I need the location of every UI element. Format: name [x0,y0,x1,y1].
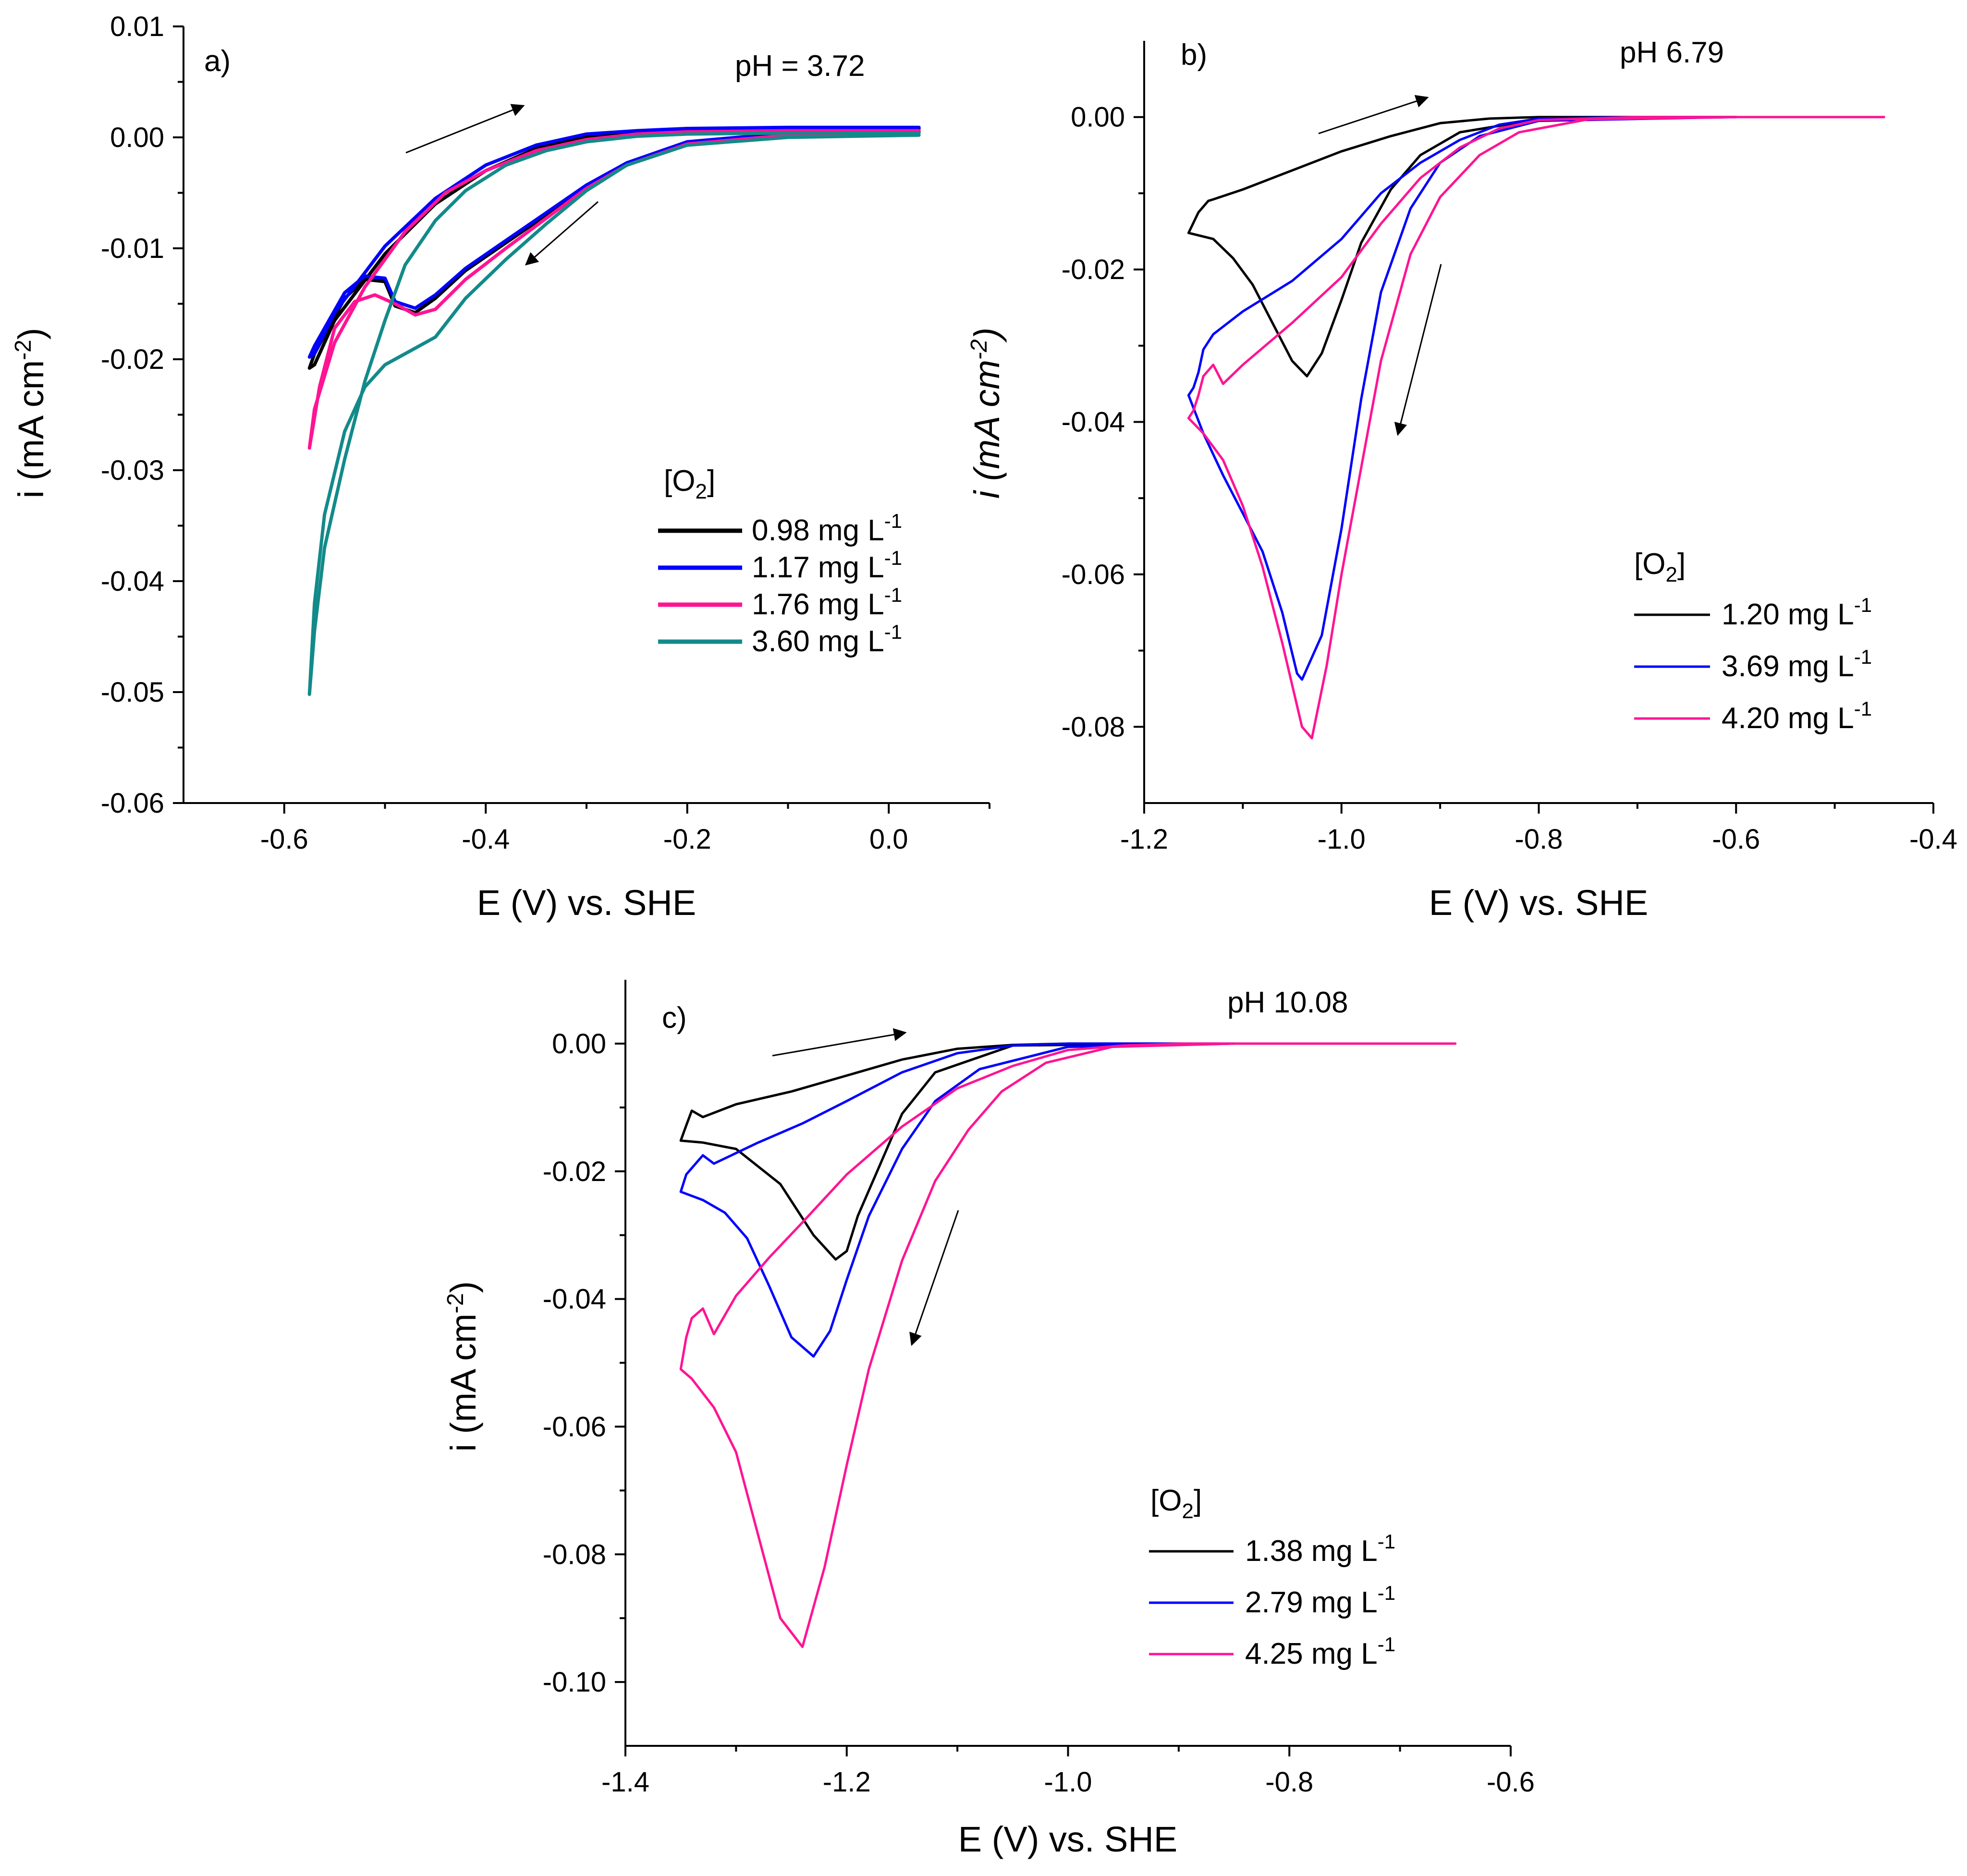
x-tick-label: -0.4 [462,824,510,855]
y-tick-label: -0.03 [101,455,164,486]
legend-label: 2.79 mg L-1 [1245,1582,1395,1619]
series-line-1 [1187,116,1737,378]
x-tick-label: -1.2 [1120,824,1168,855]
series-line-2 [307,125,921,359]
reverse-scan-arrow [909,1210,959,1346]
legend-title: [O2] [664,464,715,503]
x-tick-label: -0.4 [1909,824,1957,855]
x-tick-label: -1.2 [823,1766,871,1798]
legend-label: 0.98 mg L-1 [752,510,902,547]
y-tick-label: -0.06 [101,788,164,819]
series-line-1 [679,1042,1180,1261]
series-line-3 [307,129,921,450]
legend-label: 4.25 mg L-1 [1245,1633,1395,1670]
y-tick-label: 0.00 [110,122,164,153]
y-tick-label: -0.06 [1062,559,1125,590]
x-tick-label: -1.0 [1318,824,1366,855]
y-tick-label: -0.02 [543,1156,606,1187]
x-tick-label: -0.6 [260,824,308,855]
y-tick-label: -0.04 [101,566,164,597]
reverse-scan-arrow [1394,264,1442,436]
panel-c: -1.4 -1.2 -1.0 -0.8 -0.6 -0.10 -0.08 -0.06 -0.04… [443,980,1535,1859]
series-line-1 [307,127,921,370]
x-tick-label: -0.6 [1712,824,1760,855]
panel-label: c) [662,1001,687,1035]
x-tick-label: -0.6 [1487,1766,1535,1798]
series-line-3 [679,1042,1457,1648]
y-tick-label: 0.00 [552,1028,606,1060]
series-line-2 [679,1042,1235,1358]
panel-a: -0.6 -0.4 -0.2 0.0 -0.06 -0.05 -0.04 -0.03 -0.02… [11,11,990,923]
legend-label: 1.76 mg L-1 [752,584,902,621]
legend: [O2] 0.98 mg L-11.17 mg L-11.76 mg L-13.6… [658,464,902,658]
legend: [O2] 1.38 mg L-1 2.79 mg L-1 4.25 mg L-1 [1149,1484,1395,1670]
y-axis-title: i (mA cm-2) [443,1281,483,1451]
y-tick-label: -0.05 [101,677,164,708]
y-tick-label: -0.06 [543,1411,606,1442]
forward-scan-arrow [1318,95,1429,134]
y-tick-label: -0.04 [1062,407,1125,438]
y-tick-label: -0.08 [1062,711,1125,743]
ph-annotation: pH = 3.72 [735,49,865,83]
y-tick-label: -0.01 [101,233,164,264]
y-tick-label: -0.02 [1062,254,1125,285]
legend-label: 1.20 mg L-1 [1722,594,1872,631]
forward-scan-arrow [405,104,525,154]
panel-label: a) [204,45,231,78]
series-line-3 [1187,116,1885,740]
x-tick-label: 0.0 [869,824,908,855]
legend-label: 1.17 mg L-1 [752,547,902,584]
legend: [O2] 1.20 mg L-1 3.69 mg L-1 4.20 mg L-1 [1634,548,1872,735]
y-tick-label: 0.01 [110,11,164,42]
panel-b: -1.2 -1.0 -0.8 -0.6 -0.4 -0.08 -0.06 -0.04 -0.02… [966,36,1957,923]
ph-annotation: pH 10.08 [1227,986,1348,1019]
legend-label: 1.38 mg L-1 [1245,1530,1395,1568]
x-tick-label: -1.4 [601,1766,649,1798]
x-tick-label: -0.2 [663,824,711,855]
x-axis-title: E (V) vs. SHE [1429,883,1648,923]
legend-label: 4.20 mg L-1 [1722,697,1872,735]
reverse-scan-arrow [525,201,599,266]
x-axis-title: E (V) vs. SHE [477,883,696,923]
forward-scan-arrow [772,1028,907,1057]
y-tick-label: 0.00 [1071,102,1125,133]
y-tick-label: -0.08 [543,1539,606,1570]
x-tick-label: -0.8 [1515,824,1563,855]
y-axis-title: i (mA cm-2) [11,328,51,498]
series-line-4 [307,131,921,696]
x-axis-title: E (V) vs. SHE [958,1819,1177,1859]
panel-label: b) [1181,38,1207,72]
y-tick-label: -0.02 [101,344,164,375]
legend-title: [O2] [1150,1484,1202,1523]
x-tick-label: -1.0 [1044,1766,1092,1798]
y-tick-label: -0.04 [543,1284,606,1315]
y-axis-title: i (mA cm-2) [966,328,1007,499]
ph-annotation: pH 6.79 [1620,36,1724,69]
legend-title: [O2] [1634,548,1686,586]
legend-label: 3.60 mg L-1 [752,621,902,658]
y-tick-label: -0.10 [543,1667,606,1698]
x-tick-label: -0.8 [1265,1766,1313,1798]
legend-label: 3.69 mg L-1 [1722,646,1872,683]
